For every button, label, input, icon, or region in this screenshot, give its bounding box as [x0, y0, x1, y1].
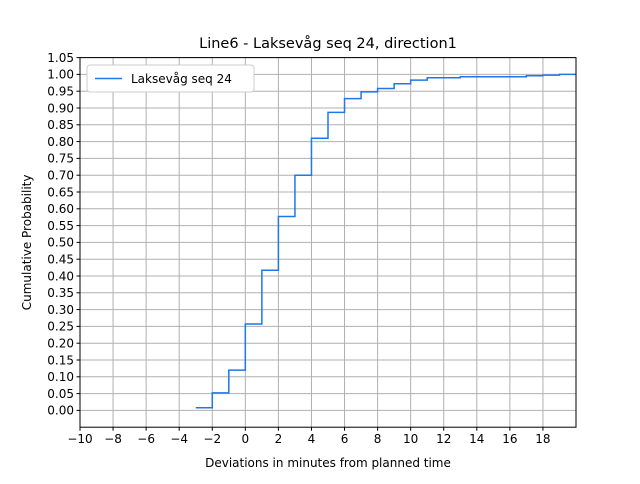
x-tick-label: 12	[436, 432, 451, 446]
y-tick-label: 0.05	[47, 387, 74, 401]
x-tick-label: −10	[67, 432, 92, 446]
y-tick-label: 1.00	[47, 68, 74, 82]
y-tick-label: 0.25	[47, 320, 74, 334]
legend: Laksevåg seq 24	[87, 65, 254, 92]
x-tick-label: −4	[170, 432, 188, 446]
y-axis-label: Cumulative Probability	[20, 175, 34, 311]
y-tick-label: 0.60	[47, 202, 74, 216]
x-tick-label: 18	[535, 432, 550, 446]
x-tick-label: 14	[469, 432, 484, 446]
x-axis-label: Deviations in minutes from planned time	[205, 456, 451, 470]
x-tick-label: 4	[308, 432, 316, 446]
y-tick-label: 0.40	[47, 269, 74, 283]
y-tick-label: 0.00	[47, 404, 74, 418]
x-tick-label: 10	[403, 432, 418, 446]
x-tick-label: 6	[341, 432, 349, 446]
x-tick-label: 0	[242, 432, 250, 446]
y-tick-label: 0.35	[47, 286, 74, 300]
x-tick-label: 2	[275, 432, 283, 446]
y-tick-label: 0.75	[47, 152, 74, 166]
y-tick-label: 0.45	[47, 253, 74, 267]
x-tick-label: 8	[374, 432, 382, 446]
x-tick-label: −8	[104, 432, 122, 446]
y-tick-label: 0.50	[47, 236, 74, 250]
y-tick-label: 0.10	[47, 370, 74, 384]
y-tick-label: 0.70	[47, 169, 74, 183]
y-tick-label: 0.85	[47, 118, 74, 132]
y-tick-label: 1.05	[47, 51, 74, 65]
chart-title: Line6 - Laksevåg seq 24, direction1	[199, 35, 457, 52]
y-tick-label: 0.95	[47, 85, 74, 99]
x-tick-label: −6	[137, 432, 155, 446]
legend-label: Laksevåg seq 24	[131, 72, 232, 86]
y-tick-label: 0.90	[47, 101, 74, 115]
y-tick-label: 0.20	[47, 337, 74, 351]
x-tick-label: 16	[502, 432, 517, 446]
y-tick-label: 0.30	[47, 303, 74, 317]
y-tick-label: 0.15	[47, 353, 74, 367]
y-tick-label: 0.55	[47, 219, 74, 233]
y-tick-label: 0.80	[47, 135, 74, 149]
x-tick-label: −2	[203, 432, 221, 446]
y-tick-label: 0.65	[47, 185, 74, 199]
